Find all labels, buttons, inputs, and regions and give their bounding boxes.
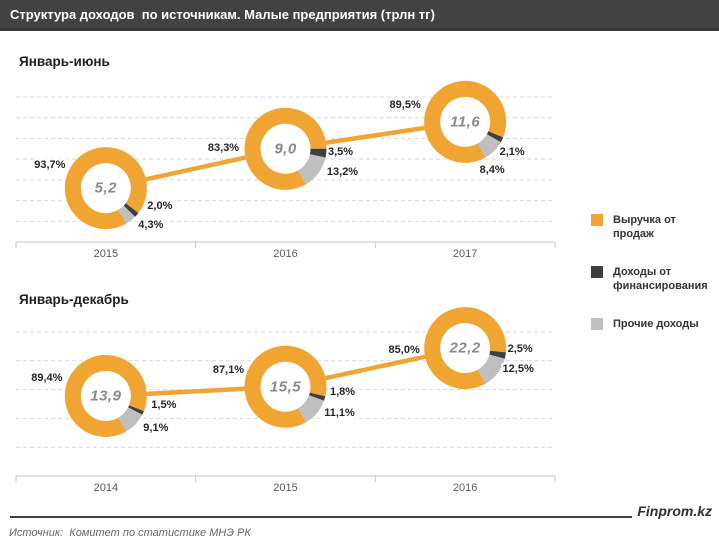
legend: Выручка от продаж Доходы от финансирован… bbox=[591, 213, 713, 355]
pct-label-2016-orange: 85,0% bbox=[387, 344, 421, 357]
donut-total-2014: 13,9 bbox=[90, 387, 122, 405]
source-note: Источник: Комитет по статистике МНЭ РК bbox=[9, 527, 251, 539]
donut-slice-2015-dark bbox=[123, 203, 139, 217]
donut-slice-2016-orange bbox=[424, 307, 507, 390]
pct-label-2016-light: 13,2% bbox=[325, 165, 360, 178]
legend-item-financing: Доходы от финансирования bbox=[591, 265, 713, 293]
pct-label-2017-light: 8,4% bbox=[478, 163, 506, 176]
donut-slice-2016-dark bbox=[489, 350, 506, 359]
footer-divider bbox=[10, 516, 632, 518]
donut-slice-2015-orange bbox=[244, 345, 327, 428]
x-tick-january-december-2014: 2014 bbox=[93, 482, 119, 494]
legend-item-revenue: Выручка от продаж bbox=[591, 213, 713, 241]
x-tick-january-june-2015: 2015 bbox=[93, 248, 119, 260]
legend-swatch-financing-icon bbox=[591, 266, 603, 278]
pct-label-2015-dark: 2,0% bbox=[146, 200, 174, 213]
pct-label-2017-orange: 89,5% bbox=[388, 98, 422, 111]
donut-slice-2017-dark bbox=[486, 131, 504, 143]
pct-label-2014-dark: 1,5% bbox=[150, 398, 178, 411]
chart-title-january-june: Январь-июнь bbox=[19, 54, 110, 69]
x-tick-january-december-2015: 2015 bbox=[273, 482, 298, 494]
pct-label-2015-orange: 87,1% bbox=[211, 363, 246, 376]
donut-slice-2017-orange bbox=[424, 80, 507, 163]
donut-slice-2015-light bbox=[297, 394, 325, 423]
x-tick-january-june-2017: 2017 bbox=[452, 248, 478, 260]
pct-label-2016-light: 12,5% bbox=[501, 363, 535, 376]
pct-label-2016-dark: 2,5% bbox=[506, 343, 534, 356]
title-bar: Структура доходов по источникам. Малые п… bbox=[0, 0, 719, 31]
pct-label-2015-dark: 1,8% bbox=[328, 385, 357, 398]
legend-label-other: Прочие доходы bbox=[613, 318, 699, 330]
brand-logo: Finprom.kz bbox=[637, 503, 712, 519]
donut-total-2015: 5,2 bbox=[94, 179, 118, 197]
legend-swatch-revenue-icon bbox=[591, 214, 603, 226]
legend-swatch-other-icon bbox=[591, 318, 603, 330]
pct-label-2015-light: 4,3% bbox=[137, 219, 165, 232]
donut-total-2016: 9,0 bbox=[274, 140, 297, 158]
donut-slice-2015-orange bbox=[64, 147, 147, 230]
page-title: Структура доходов по источникам. Малые п… bbox=[10, 6, 435, 22]
pct-label-2014-orange: 89,4% bbox=[30, 371, 64, 384]
pct-label-2016-orange: 83,3% bbox=[206, 141, 241, 154]
pct-label-2017-dark: 2,1% bbox=[498, 145, 526, 158]
donut-total-2016: 22,2 bbox=[449, 339, 481, 357]
donut-slice-2015-light bbox=[118, 205, 136, 224]
donut-slice-2017-light bbox=[477, 133, 501, 158]
donut-slice-2014-dark bbox=[128, 405, 144, 415]
donut-slice-2015-dark bbox=[308, 392, 326, 401]
donut-slice-2016-dark bbox=[309, 148, 327, 158]
pct-label-2016-dark: 3,5% bbox=[326, 145, 355, 158]
donut-slice-2016-orange bbox=[244, 107, 327, 190]
legend-item-other: Прочие доходы bbox=[591, 317, 713, 331]
x-tick-january-june-2016: 2016 bbox=[273, 248, 298, 260]
legend-label-revenue: Выручка от продаж bbox=[613, 214, 676, 240]
chart-title-january-december: Январь-декабрь bbox=[19, 292, 129, 307]
donut-slice-2016-light bbox=[297, 153, 326, 185]
donut-slice-2016-light bbox=[477, 354, 505, 384]
pct-label-2014-light: 9,1% bbox=[142, 421, 170, 434]
pct-label-2015-orange: 93,7% bbox=[33, 159, 67, 172]
donut-slice-2014-orange bbox=[64, 355, 147, 437]
pct-label-2015-light: 11,1% bbox=[323, 406, 356, 419]
donut-slice-2014-light bbox=[117, 406, 143, 432]
x-tick-january-december-2016: 2016 bbox=[452, 482, 478, 494]
legend-label-financing: Доходы от финансирования bbox=[613, 266, 708, 292]
donut-total-2015: 15,5 bbox=[269, 378, 302, 396]
donut-total-2017: 11,6 bbox=[450, 113, 481, 131]
